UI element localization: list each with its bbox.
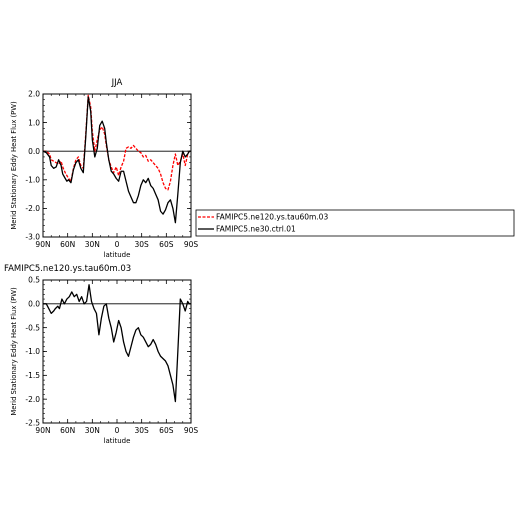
y-tick-label: -1.0: [25, 347, 40, 356]
y-axis-label: Merid Stationary Eddy Heat Flux (PW): [10, 287, 18, 416]
y-tick-label: 0.5: [28, 276, 40, 285]
x-tick-label: 30S: [135, 426, 150, 435]
y-tick-label: -2.0: [25, 395, 40, 404]
x-tick-label: 30S: [135, 240, 150, 249]
x-tick-label: 90S: [184, 426, 199, 435]
y-tick-label: -3.0: [25, 233, 40, 242]
y-tick-label: -2.0: [25, 204, 40, 213]
x-tick-label: 60N: [60, 240, 75, 249]
legend-label: FAMIPC5.ne120.ys.tau60m.03: [216, 213, 328, 222]
y-axis-label: Merid Stationary Eddy Heat Flux (PW): [10, 101, 18, 230]
y-tick-label: -0.5: [25, 323, 40, 332]
x-tick-label: 90N: [35, 240, 50, 249]
y-tick-label: -1.0: [25, 176, 40, 185]
legend-label: FAMIPC5.ne30.ctrl.01: [216, 225, 296, 234]
x-tick-label: 0: [115, 426, 120, 435]
y-tick-label: 1.0: [28, 118, 40, 127]
series-line-panel2: [43, 284, 191, 403]
x-axis-label: latitude: [104, 437, 131, 445]
x-tick-label: 90N: [35, 426, 50, 435]
x-axis-label: latitude: [104, 251, 131, 259]
x-tick-label: 90S: [184, 240, 199, 249]
y-tick-label: 0.0: [28, 147, 40, 156]
y-tick-label: 0.0: [28, 300, 40, 309]
x-tick-label: 30N: [85, 240, 100, 249]
y-tick-label: -1.5: [25, 371, 40, 380]
chart-legend: FAMIPC5.ne120.ys.tau60m.03 FAMIPC5.ne30.c…: [195, 209, 515, 237]
y-tick-label: -2.5: [25, 419, 40, 428]
x-tick-label: 60S: [159, 240, 174, 249]
chart-title: FAMIPC5.ne120.ys.tau60m.03: [4, 264, 131, 274]
y-tick-label: 2.0: [28, 90, 40, 99]
x-tick-label: 60N: [60, 426, 75, 435]
legend-box: [195, 209, 515, 237]
x-tick-label: 60S: [159, 426, 174, 435]
series-line-famipc5-ne30-ctrl-01: [43, 96, 191, 224]
x-tick-label: 30N: [85, 426, 100, 435]
chart-panel-1: 90N 60N 30N 0 30S 60S 90S 2.0 1.0 0.0 -1.0 -2.0 -3.0…: [10, 78, 515, 259]
x-tick-label: 0: [115, 240, 120, 249]
plot-frame: [42, 93, 192, 238]
series-line-famipc5-ne120-ys-tau60m-03: [43, 94, 191, 191]
chart-title: JJA: [111, 78, 123, 88]
chart-panel-2: 90N 60N 30N 0 30S 60S 90S 0.5 0.0 -0.5 -1.0 -1.5 -2.…: [4, 264, 198, 445]
